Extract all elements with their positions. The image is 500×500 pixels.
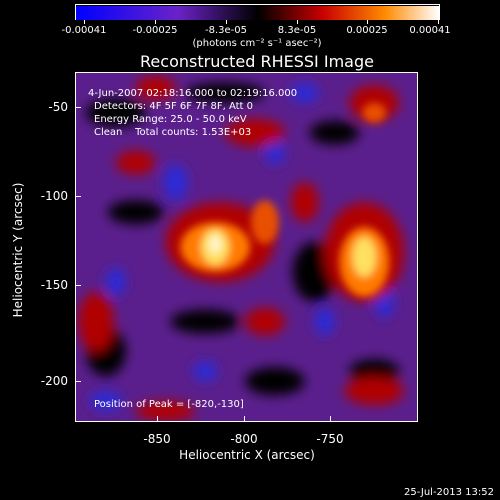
y-tick-label: -150 <box>40 278 68 292</box>
plot-title: Reconstructed RHESSI Image <box>140 52 374 71</box>
colorbar-tick-label: -8.3e-05 <box>205 25 247 36</box>
x-tick-label: -850 <box>143 432 171 446</box>
colorbar-tick <box>155 20 156 24</box>
colorbar-tick-label: 8.3e-05 <box>277 25 317 36</box>
y-axis-label: Heliocentric Y (arcsec) <box>11 182 25 318</box>
colorbar-tick-label: -0.00041 <box>61 25 107 36</box>
x-tick-label: -800 <box>230 432 258 446</box>
colorbar-tick <box>438 20 439 24</box>
colorbar-tick-label: 0.00025 <box>346 25 388 36</box>
colorbar-tick <box>84 20 85 24</box>
colorbar <box>75 4 440 20</box>
colorbar-tick <box>367 20 368 24</box>
detectors-text: Detectors: 4F 5F 6F 7F 8F, Att 0 <box>94 101 254 112</box>
clean-counts-text: Clean Total counts: 1.53E+03 <box>94 127 252 138</box>
x-axis-label: Heliocentric X (arcsec) <box>179 448 315 462</box>
colorbar-tick <box>297 20 298 24</box>
y-tick <box>75 107 81 108</box>
colorbar-tick-label: 0.00041 <box>409 25 451 36</box>
rhessi-image <box>76 73 417 421</box>
x-tick <box>157 416 158 422</box>
y-tick-label: -50 <box>48 100 68 114</box>
y-tick <box>75 285 81 286</box>
y-tick-label: -100 <box>40 189 68 203</box>
colorbar-tick <box>226 20 227 24</box>
peak-position-text: Position of Peak = [-820,-130] <box>94 399 244 410</box>
image-plot: 4-Jun-2007 02:18:16.000 to 02:19:16.000 … <box>75 72 418 422</box>
y-tick-label: -200 <box>40 374 68 388</box>
energy-range-text: Energy Range: 25.0 - 50.0 keV <box>94 114 247 125</box>
colorbar-tick-label: -0.00025 <box>132 25 178 36</box>
x-tick <box>244 416 245 422</box>
colorbar-gradient <box>76 6 439 20</box>
x-tick <box>330 416 331 422</box>
time-range-text: 4-Jun-2007 02:18:16.000 to 02:19:16.000 <box>88 88 298 99</box>
y-tick <box>75 196 81 197</box>
timestamp: 25-Jul-2013 13:52 <box>403 487 494 498</box>
x-tick-label: -750 <box>316 432 344 446</box>
y-tick <box>75 381 81 382</box>
colorbar-units: (photons cm⁻² s⁻¹ asec⁻²) <box>192 38 322 49</box>
